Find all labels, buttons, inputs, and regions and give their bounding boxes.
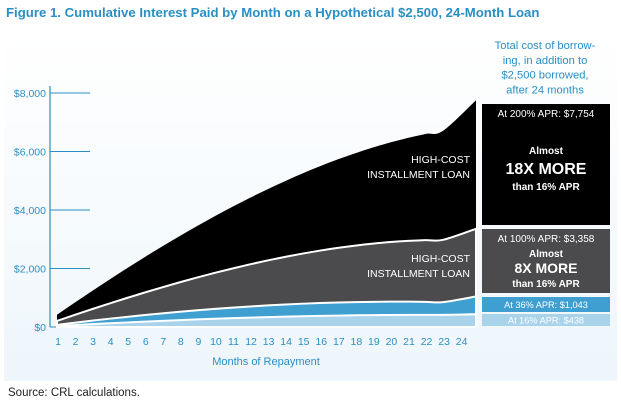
x-axis-label: Months of Repayment xyxy=(212,356,320,368)
x-tick-label: 14 xyxy=(280,336,292,348)
x-axis: 1 2 3 4 5 6 7 8 9 10 11 12 13 14 15 16 17 18 19 20 21 22 23 24M… xyxy=(55,336,468,368)
x-tick-label: 17 xyxy=(333,336,345,348)
panel-box-label: At 36% APR: $1,043 xyxy=(504,300,588,310)
panel-comparison: than 16% APR xyxy=(512,182,580,193)
x-tick-label: 10 xyxy=(210,336,222,348)
panel-box-1 xyxy=(482,104,610,225)
y-tick-label: $6,000 xyxy=(14,147,46,159)
panel-header-line: Total cost of borrow- xyxy=(495,40,596,52)
x-tick-label: 8 xyxy=(178,336,184,348)
panel-box-label: At 16% APR: $438 xyxy=(508,316,584,326)
y-tick-label: $8,000 xyxy=(14,88,46,100)
panel-header-line: $2,500 borrowed, xyxy=(501,70,588,82)
x-tick-label: 3 xyxy=(90,336,96,348)
panel-box-3 xyxy=(482,297,610,312)
x-tick-label: 18 xyxy=(351,336,363,348)
panel-multiple: 18X MORE xyxy=(506,161,587,178)
y-axis: $0 $2,000 $4,000 $6,000 $8,000 xyxy=(14,86,90,334)
panel-header-line: after 24 months xyxy=(506,84,584,96)
x-tick-label: 21 xyxy=(403,336,415,348)
panel-comparison: than 16% APR xyxy=(512,279,580,290)
x-tick-label: 1 xyxy=(55,336,61,348)
plot-areas xyxy=(56,100,477,328)
panel-almost: Almost xyxy=(529,146,564,157)
x-tick-label: 16 xyxy=(315,336,327,348)
x-tick-label: 15 xyxy=(298,336,310,348)
y-tick-label: $2,000 xyxy=(14,264,46,276)
panel-box-label: At 100% APR: $3,358 xyxy=(498,234,595,245)
x-tick-label: 11 xyxy=(228,336,239,348)
x-tick-label: 20 xyxy=(386,336,398,348)
y-tick-label: $0 xyxy=(34,322,46,334)
panel-almost: Almost xyxy=(529,249,564,260)
x-tick-label: 12 xyxy=(245,336,257,348)
x-tick-label: 2 xyxy=(73,336,79,348)
x-tick-label: 4 xyxy=(108,336,114,348)
area-at-16-apr xyxy=(56,313,477,328)
y-tick-label: $4,000 xyxy=(14,205,46,217)
panel-box-label: At 200% APR: $7,754 xyxy=(498,109,595,120)
source-note: Source: CRL calculations. xyxy=(8,387,140,399)
x-tick-label: 6 xyxy=(143,336,149,348)
x-tick-label: 24 xyxy=(456,336,468,348)
x-tick-label: 9 xyxy=(195,336,201,348)
side-panel: Total cost of borrow-ing, in addition to… xyxy=(482,40,610,326)
curve-label: HIGH-COST INSTALLMENT LOAN xyxy=(367,253,470,280)
x-tick-label: 22 xyxy=(421,336,433,348)
panel-header-line: ing, in addition to xyxy=(503,55,588,67)
panel-box-2 xyxy=(482,229,610,293)
panel-multiple: 8X MORE xyxy=(514,260,577,276)
x-tick-label: 23 xyxy=(438,336,450,348)
x-tick-label: 5 xyxy=(125,336,131,348)
x-tick-label: 7 xyxy=(160,336,166,348)
chart-title: Figure 1. Cumulative Interest Paid by Mo… xyxy=(6,5,540,20)
curve-label: HIGH-COST INSTALLMENT LOAN xyxy=(367,154,470,181)
curve-labels: HIGH-COST INSTALLMENT LOAN HIGH-COST INSTAL… xyxy=(367,154,470,280)
x-tick-label: 13 xyxy=(263,336,275,348)
x-tick-label: 19 xyxy=(368,336,380,348)
panel-box-4 xyxy=(482,314,610,326)
